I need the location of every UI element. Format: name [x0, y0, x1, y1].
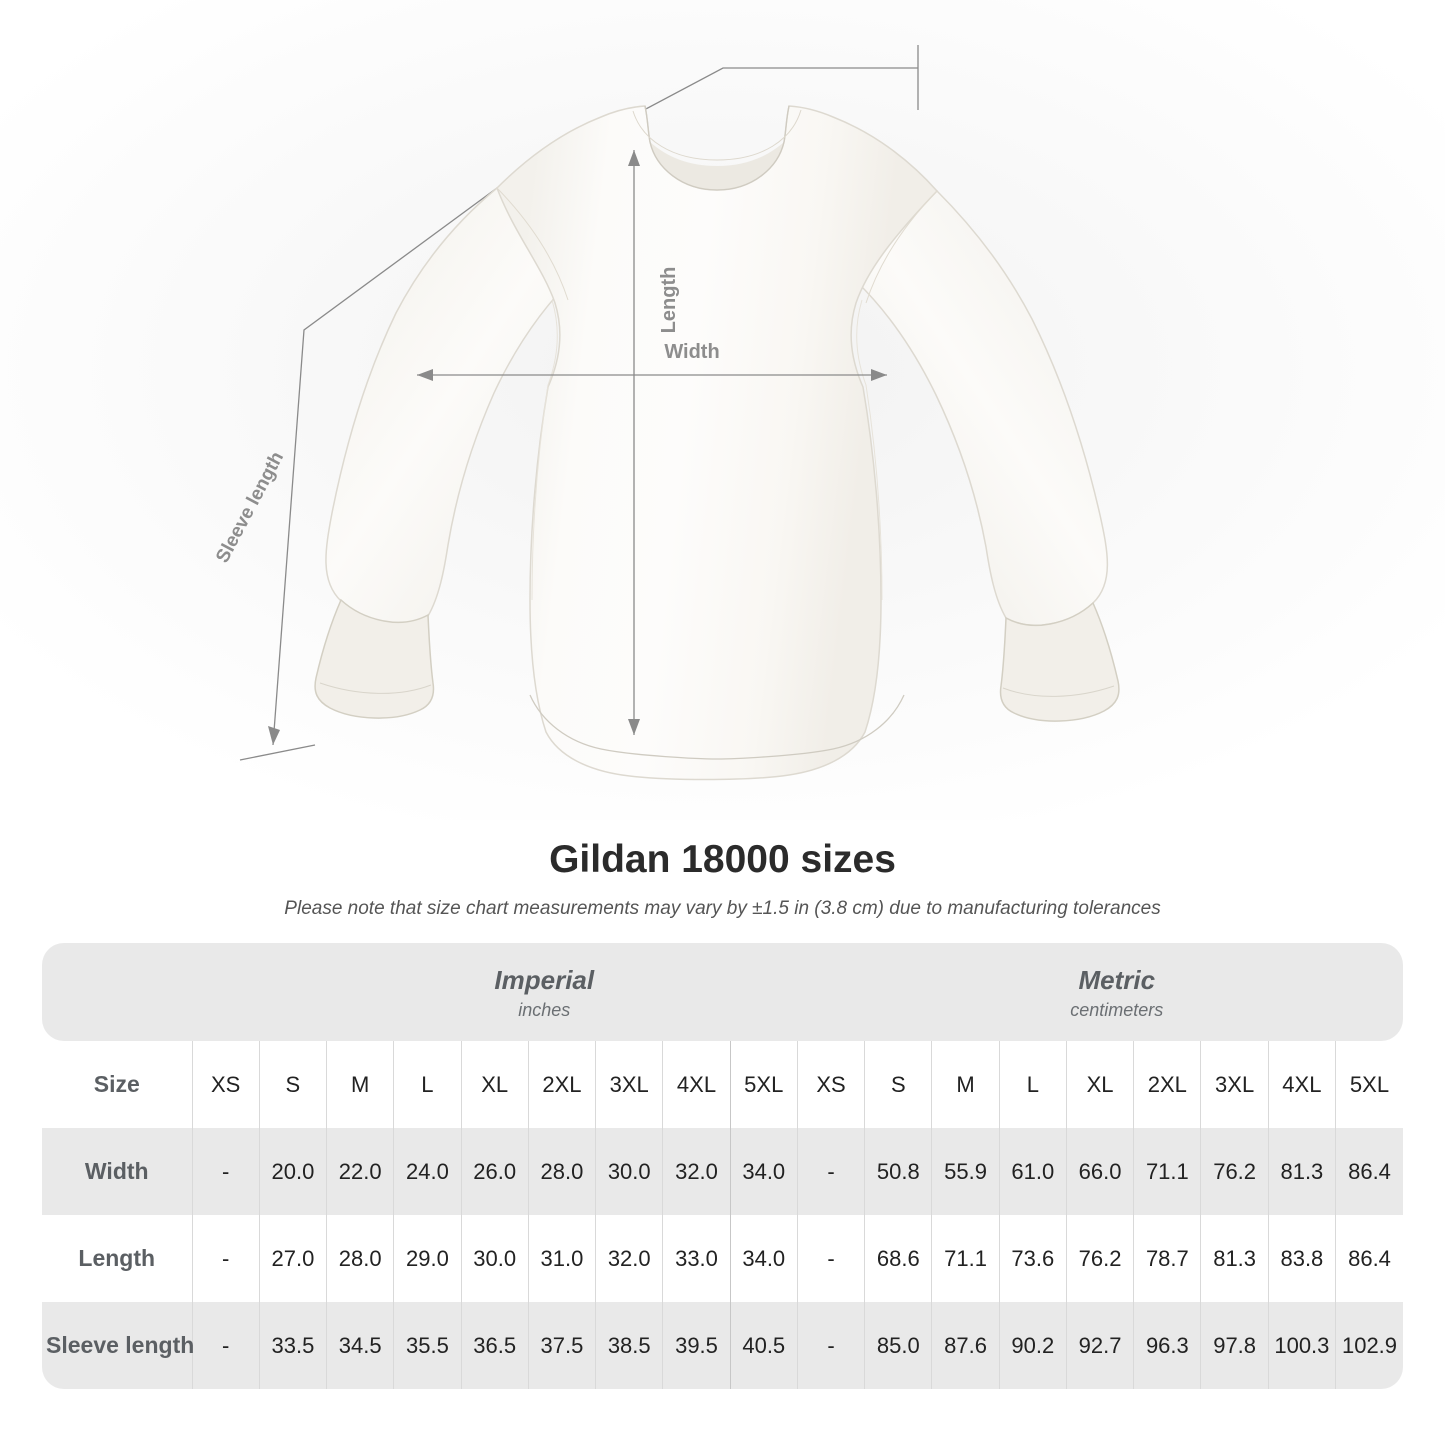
svg-text:Length: Length: [658, 267, 680, 334]
svg-text:Width: Width: [664, 341, 719, 363]
